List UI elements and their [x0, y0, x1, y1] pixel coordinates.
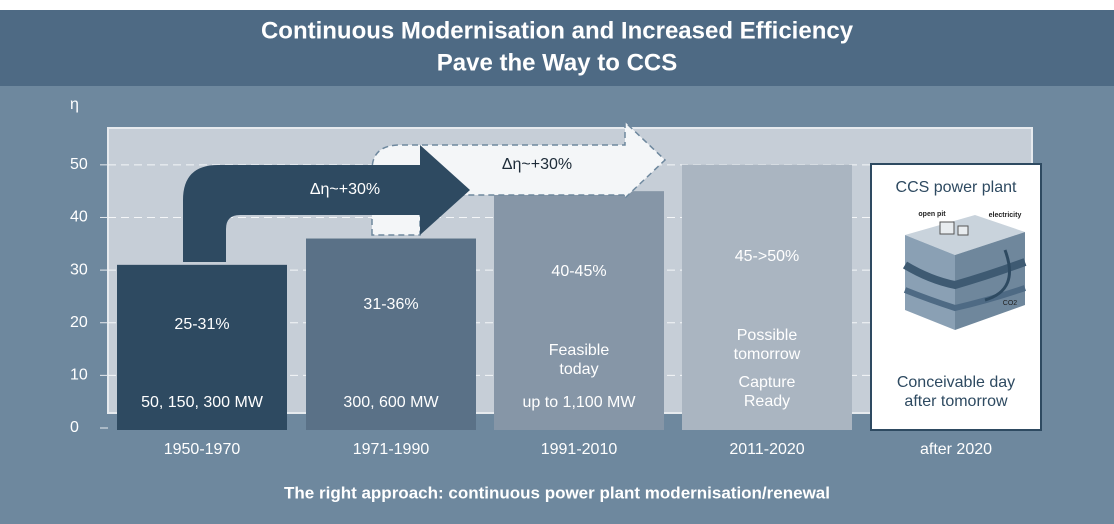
ccs-illustration: open pit electricity CO2 — [902, 211, 1027, 330]
range-label: 45->50% — [734, 248, 800, 265]
x-tick-label: 1971-1990 — [353, 441, 430, 458]
x-tick-label: 1991-2010 — [541, 441, 618, 458]
footer: The right approach: continuous power pla… — [284, 483, 830, 502]
x-tick-label: 1950-1970 — [164, 441, 241, 458]
panel-title: CCS power plant — [896, 179, 1018, 196]
chart-title: Continuous Modernisation and Increased E… — [261, 17, 854, 44]
range-label: 40-45% — [551, 263, 607, 280]
note: Feasible today — [548, 342, 610, 378]
illustration-label: open pit — [918, 211, 946, 218]
annotation: Δη~+30% — [502, 156, 572, 173]
capacity-label: up to 1,100 MW — [522, 394, 636, 411]
y-tick-label: 30 — [70, 261, 88, 278]
bar — [494, 191, 664, 430]
y-tick-label: 40 — [70, 209, 88, 226]
arrow — [371, 120, 667, 236]
range-label: 31-36% — [363, 296, 419, 313]
bar — [306, 238, 476, 430]
bar — [682, 164, 852, 430]
bar — [117, 264, 287, 430]
note: Possible tomorrow — [733, 327, 801, 363]
annotation: Δη~+30% — [310, 181, 380, 198]
title-band — [0, 10, 1114, 86]
y-tick-label: 20 — [70, 314, 88, 331]
x-tick-label: 2011-2020 — [729, 441, 804, 458]
y-axis-label: η — [70, 96, 79, 113]
arrow — [183, 145, 470, 262]
y-tick-label: 0 — [70, 419, 79, 436]
range-label: 25-31% — [174, 316, 230, 333]
chart-title: Pave the Way to CCS — [437, 49, 678, 76]
note: Conceivable day after tomorrow — [896, 374, 1016, 410]
y-tick-label: 10 — [70, 367, 88, 384]
note: Capture Ready — [738, 374, 796, 410]
illustration-label: CO2 — [1003, 300, 1018, 307]
capacity-label: 300, 600 MW — [343, 394, 439, 411]
capacity-label: 50, 150, 300 MW — [141, 394, 263, 411]
y-tick-label: 50 — [70, 156, 88, 173]
illustration-label: electricity — [989, 212, 1022, 219]
x-tick-label: after 2020 — [920, 441, 992, 458]
